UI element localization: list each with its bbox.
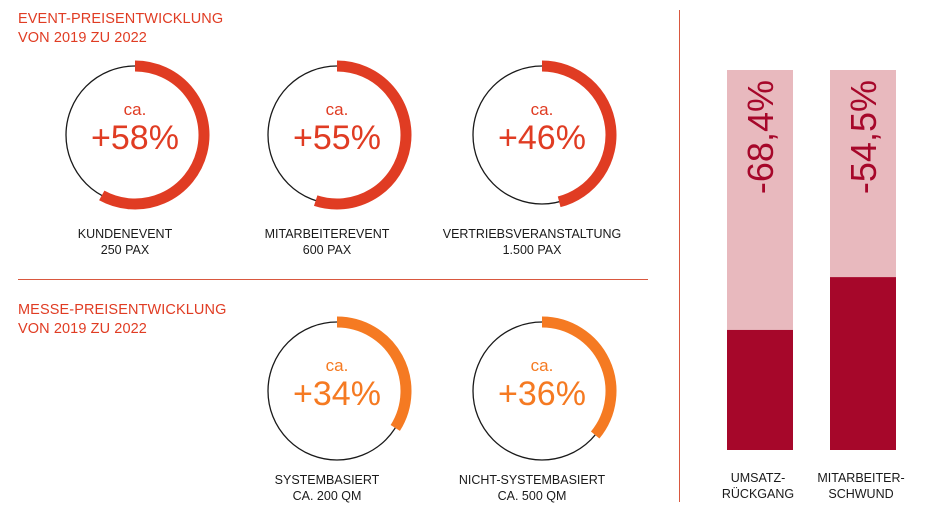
caption-line1: MITARBEITEREVENT xyxy=(264,227,390,241)
ring-value-arc xyxy=(541,60,617,208)
caption-line1: KUNDENEVENT xyxy=(77,227,173,241)
bar-remaining-segment xyxy=(727,329,793,450)
bar-label-line2: SCHWUND xyxy=(828,487,894,501)
ring-value-label: +58% xyxy=(91,119,179,157)
bar-label-line2: RÜCKGANG xyxy=(721,487,795,501)
ring-value-label: +34% xyxy=(293,375,381,413)
bar-label-line1: MITARBEITER- xyxy=(817,471,905,485)
bar-label-mitarbeiter: MITARBEITER- SCHWUND xyxy=(806,470,916,502)
caption-line1: VERTRIEBSVERANSTALTUNG xyxy=(442,227,622,241)
caption-kundenevent: KUNDENEVENT 250 PAX xyxy=(25,226,225,258)
fair-title-line1: MESSE-PREISENTWICKLUNG xyxy=(18,302,227,318)
ring-svg: ca.+58% xyxy=(65,60,210,210)
ring-chart-vertriebsveranstaltung: ca. +46% xyxy=(467,60,617,210)
ring-svg: ca.+55% xyxy=(267,60,412,210)
ring-value-label: +36% xyxy=(498,375,586,413)
ring-prefix-label: ca. xyxy=(531,100,554,119)
caption-line2: CA. 200 QM xyxy=(292,489,362,503)
ring-value-label: +46% xyxy=(498,119,586,157)
caption-vertriebsveranstaltung: VERTRIEBSVERANSTALTUNG 1.500 PAX xyxy=(432,226,632,258)
ring-svg: ca.+34% xyxy=(267,316,412,461)
ring-value-arc xyxy=(336,316,412,431)
bar-label-line1: UMSATZ- xyxy=(730,471,786,485)
section-divider xyxy=(18,279,648,280)
event-title-line2: VON 2019 ZU 2022 xyxy=(18,30,147,46)
caption-line2: 600 PAX xyxy=(302,243,352,257)
ring-prefix-label: ca. xyxy=(124,100,147,119)
ring-prefix-label: ca. xyxy=(326,100,349,119)
ring-chart-kundenevent: ca. +58% xyxy=(60,60,210,210)
bar-decline-segment xyxy=(727,70,793,330)
fair-title-line2: VON 2019 ZU 2022 xyxy=(18,321,147,337)
ring-chart-nicht-systembasiert: ca. +36% xyxy=(467,316,617,466)
event-title-line1: EVENT-PREISENTWICKLUNG xyxy=(18,11,224,27)
caption-nicht-systembasiert: NICHT-SYSTEMBASIERT CA. 500 QM xyxy=(432,472,632,504)
ring-svg: ca.+36% xyxy=(472,316,617,461)
ring-value-arc xyxy=(541,316,617,439)
caption-line2: 1.500 PAX xyxy=(502,243,562,257)
fair-section-title: MESSE-PREISENTWICKLUNG VON 2019 ZU 2022 xyxy=(18,301,226,339)
ring-value-label: +55% xyxy=(293,119,381,157)
ring-prefix-label: ca. xyxy=(326,356,349,375)
ring-value-arc xyxy=(313,60,412,210)
bar-decline-segment xyxy=(830,70,896,278)
bar-label-umsatz: UMSATZ- RÜCKGANG xyxy=(703,470,813,502)
bar-remaining-segment xyxy=(830,277,896,450)
caption-mitarbeiterevent: MITARBEITEREVENT 600 PAX xyxy=(227,226,427,258)
event-section-title: EVENT-PREISENTWICKLUNG VON 2019 ZU 2022 xyxy=(18,10,223,48)
caption-systembasiert: SYSTEMBASIERT CA. 200 QM xyxy=(227,472,427,504)
ring-chart-mitarbeiterevent: ca. +55% xyxy=(262,60,412,210)
ring-chart-systembasiert: ca. +34% xyxy=(262,316,412,466)
bar-value-label: -68,4% xyxy=(740,80,781,194)
ring-value-arc xyxy=(99,60,210,210)
caption-line2: CA. 500 QM xyxy=(497,489,567,503)
caption-line1: SYSTEMBASIERT xyxy=(274,473,380,487)
ring-svg: ca.+46% xyxy=(472,60,617,208)
caption-line1: NICHT-SYSTEMBASIERT xyxy=(458,473,606,487)
ring-prefix-label: ca. xyxy=(531,356,554,375)
caption-line2: 250 PAX xyxy=(100,243,150,257)
decline-bar-chart: -68,4% -54,5% xyxy=(727,70,896,450)
bar-value-label: -54,5% xyxy=(843,80,884,194)
vertical-divider xyxy=(679,10,680,502)
